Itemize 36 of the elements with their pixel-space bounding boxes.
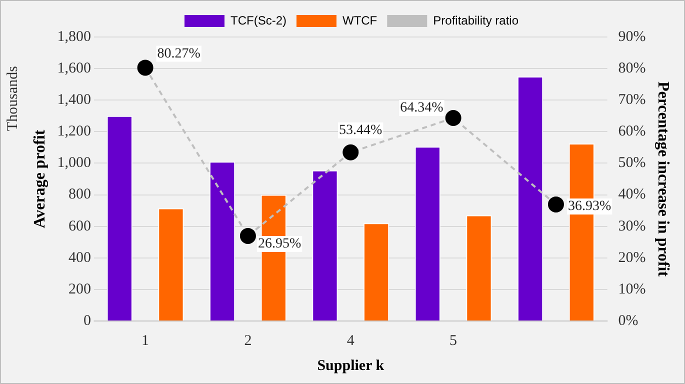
y-axis-title: Average profit: [32, 129, 49, 228]
x-axis-title: Supplier k: [317, 358, 385, 374]
y-tick-label: 1,800: [57, 28, 91, 45]
y-tick-label: 1,200: [57, 124, 91, 140]
data-label: 64.34%: [400, 100, 444, 116]
x-tick-label: 1: [142, 332, 150, 349]
y2-tick-label: 10%: [618, 281, 646, 298]
y-tick-label: 200: [68, 281, 91, 298]
x-tick-label: 4: [346, 332, 355, 349]
legend-label: TCF(Sc-2): [230, 13, 286, 28]
y2-tick-label: 30%: [618, 218, 646, 234]
y2-tick-label: 40%: [618, 186, 646, 203]
y-tick-label: 600: [68, 218, 91, 234]
y2-tick-label: 20%: [618, 250, 646, 266]
y2-tick-label: 80%: [618, 60, 646, 76]
data-label: 36.93%: [568, 199, 612, 214]
y-tick-label: 800: [68, 186, 91, 203]
y-tick-label: 0: [83, 312, 91, 329]
y2-axis-title: Percentage increase in profit: [654, 81, 672, 278]
legend-label: Profitability ratio: [433, 13, 519, 28]
x-tick-label: 5: [450, 332, 458, 349]
y2-tick-label: 90%: [618, 28, 646, 45]
y-tick-label: 400: [68, 250, 91, 266]
data-label: 26.95%: [258, 236, 302, 252]
y2-tick-label: 50%: [618, 155, 646, 172]
y2-tick-label: 0%: [618, 312, 638, 329]
y2-tick-label: 70%: [618, 92, 646, 108]
data-label: 80.27%: [157, 46, 201, 62]
y-tick-label: 1,000: [57, 155, 91, 172]
x-tick-label: 2: [244, 332, 252, 349]
text: Thousands: [5, 66, 22, 131]
y-tick-label: 1,600: [57, 60, 91, 76]
legend-label: WTCF: [342, 13, 378, 28]
y2-tick-label: 60%: [618, 124, 646, 140]
data-label: 53.44%: [339, 123, 383, 138]
y-tick-label: 1,400: [57, 92, 91, 108]
